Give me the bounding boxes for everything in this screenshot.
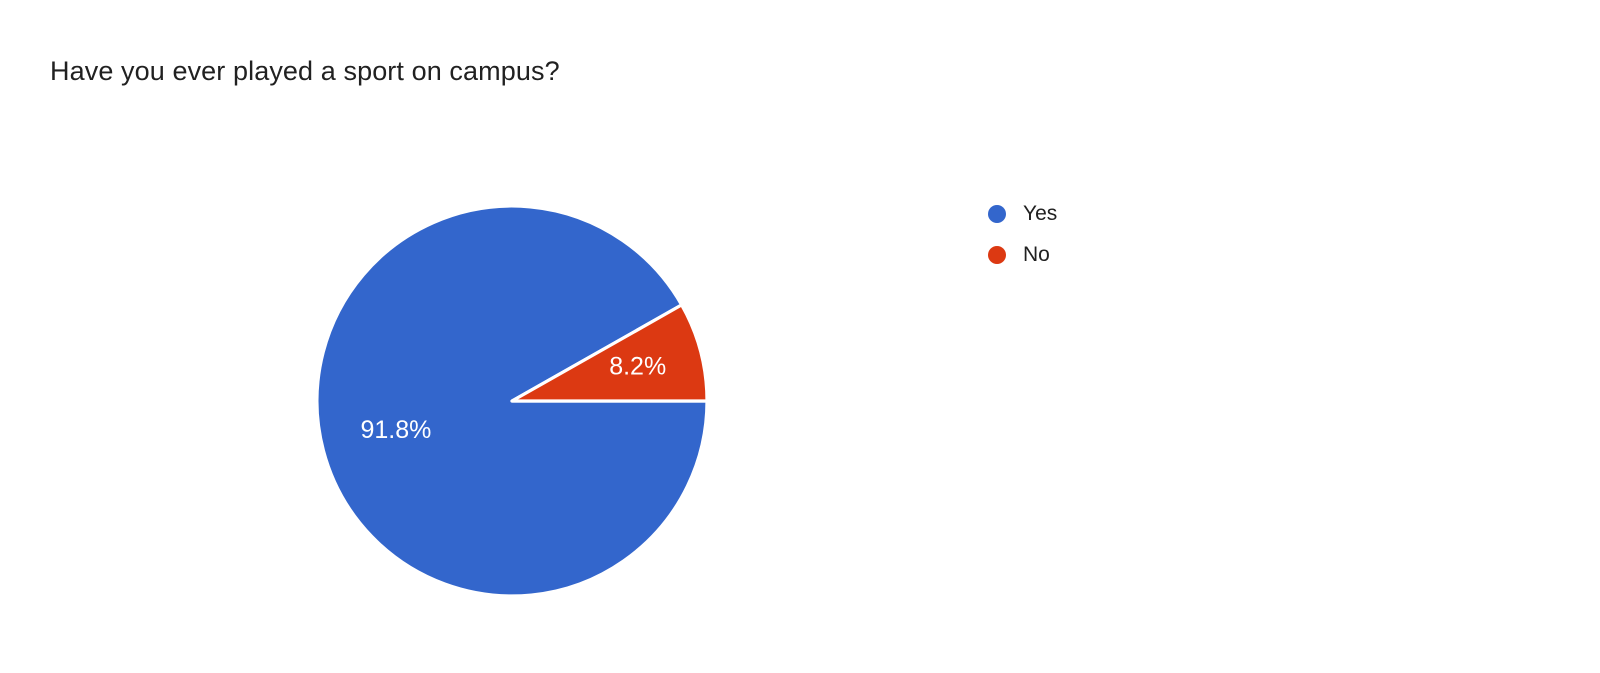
chart-title: Have you ever played a sport on campus? xyxy=(50,56,560,86)
pie-slice-label-yes: 91.8% xyxy=(361,416,432,444)
pie-slice-label-no: 8.2% xyxy=(609,352,666,380)
pie-slices-group xyxy=(315,204,709,598)
legend-label-yes: Yes xyxy=(1023,202,1058,225)
pie-slice-no[interactable] xyxy=(510,303,709,403)
pie-chart-graphic: 91.8% 8.2% xyxy=(315,204,709,598)
legend-label-no: No xyxy=(1023,243,1050,266)
pie-slice-labels-group: 91.8% 8.2% xyxy=(361,352,667,444)
legend-item-yes[interactable]: Yes xyxy=(988,198,1057,230)
chart-legend: Yes No xyxy=(988,198,1057,271)
legend-swatch-no xyxy=(988,246,1006,264)
legend-item-no[interactable]: No xyxy=(988,239,1057,271)
legend-swatch-yes xyxy=(988,205,1006,223)
pie-svg: 91.8% 8.2% xyxy=(315,204,709,598)
